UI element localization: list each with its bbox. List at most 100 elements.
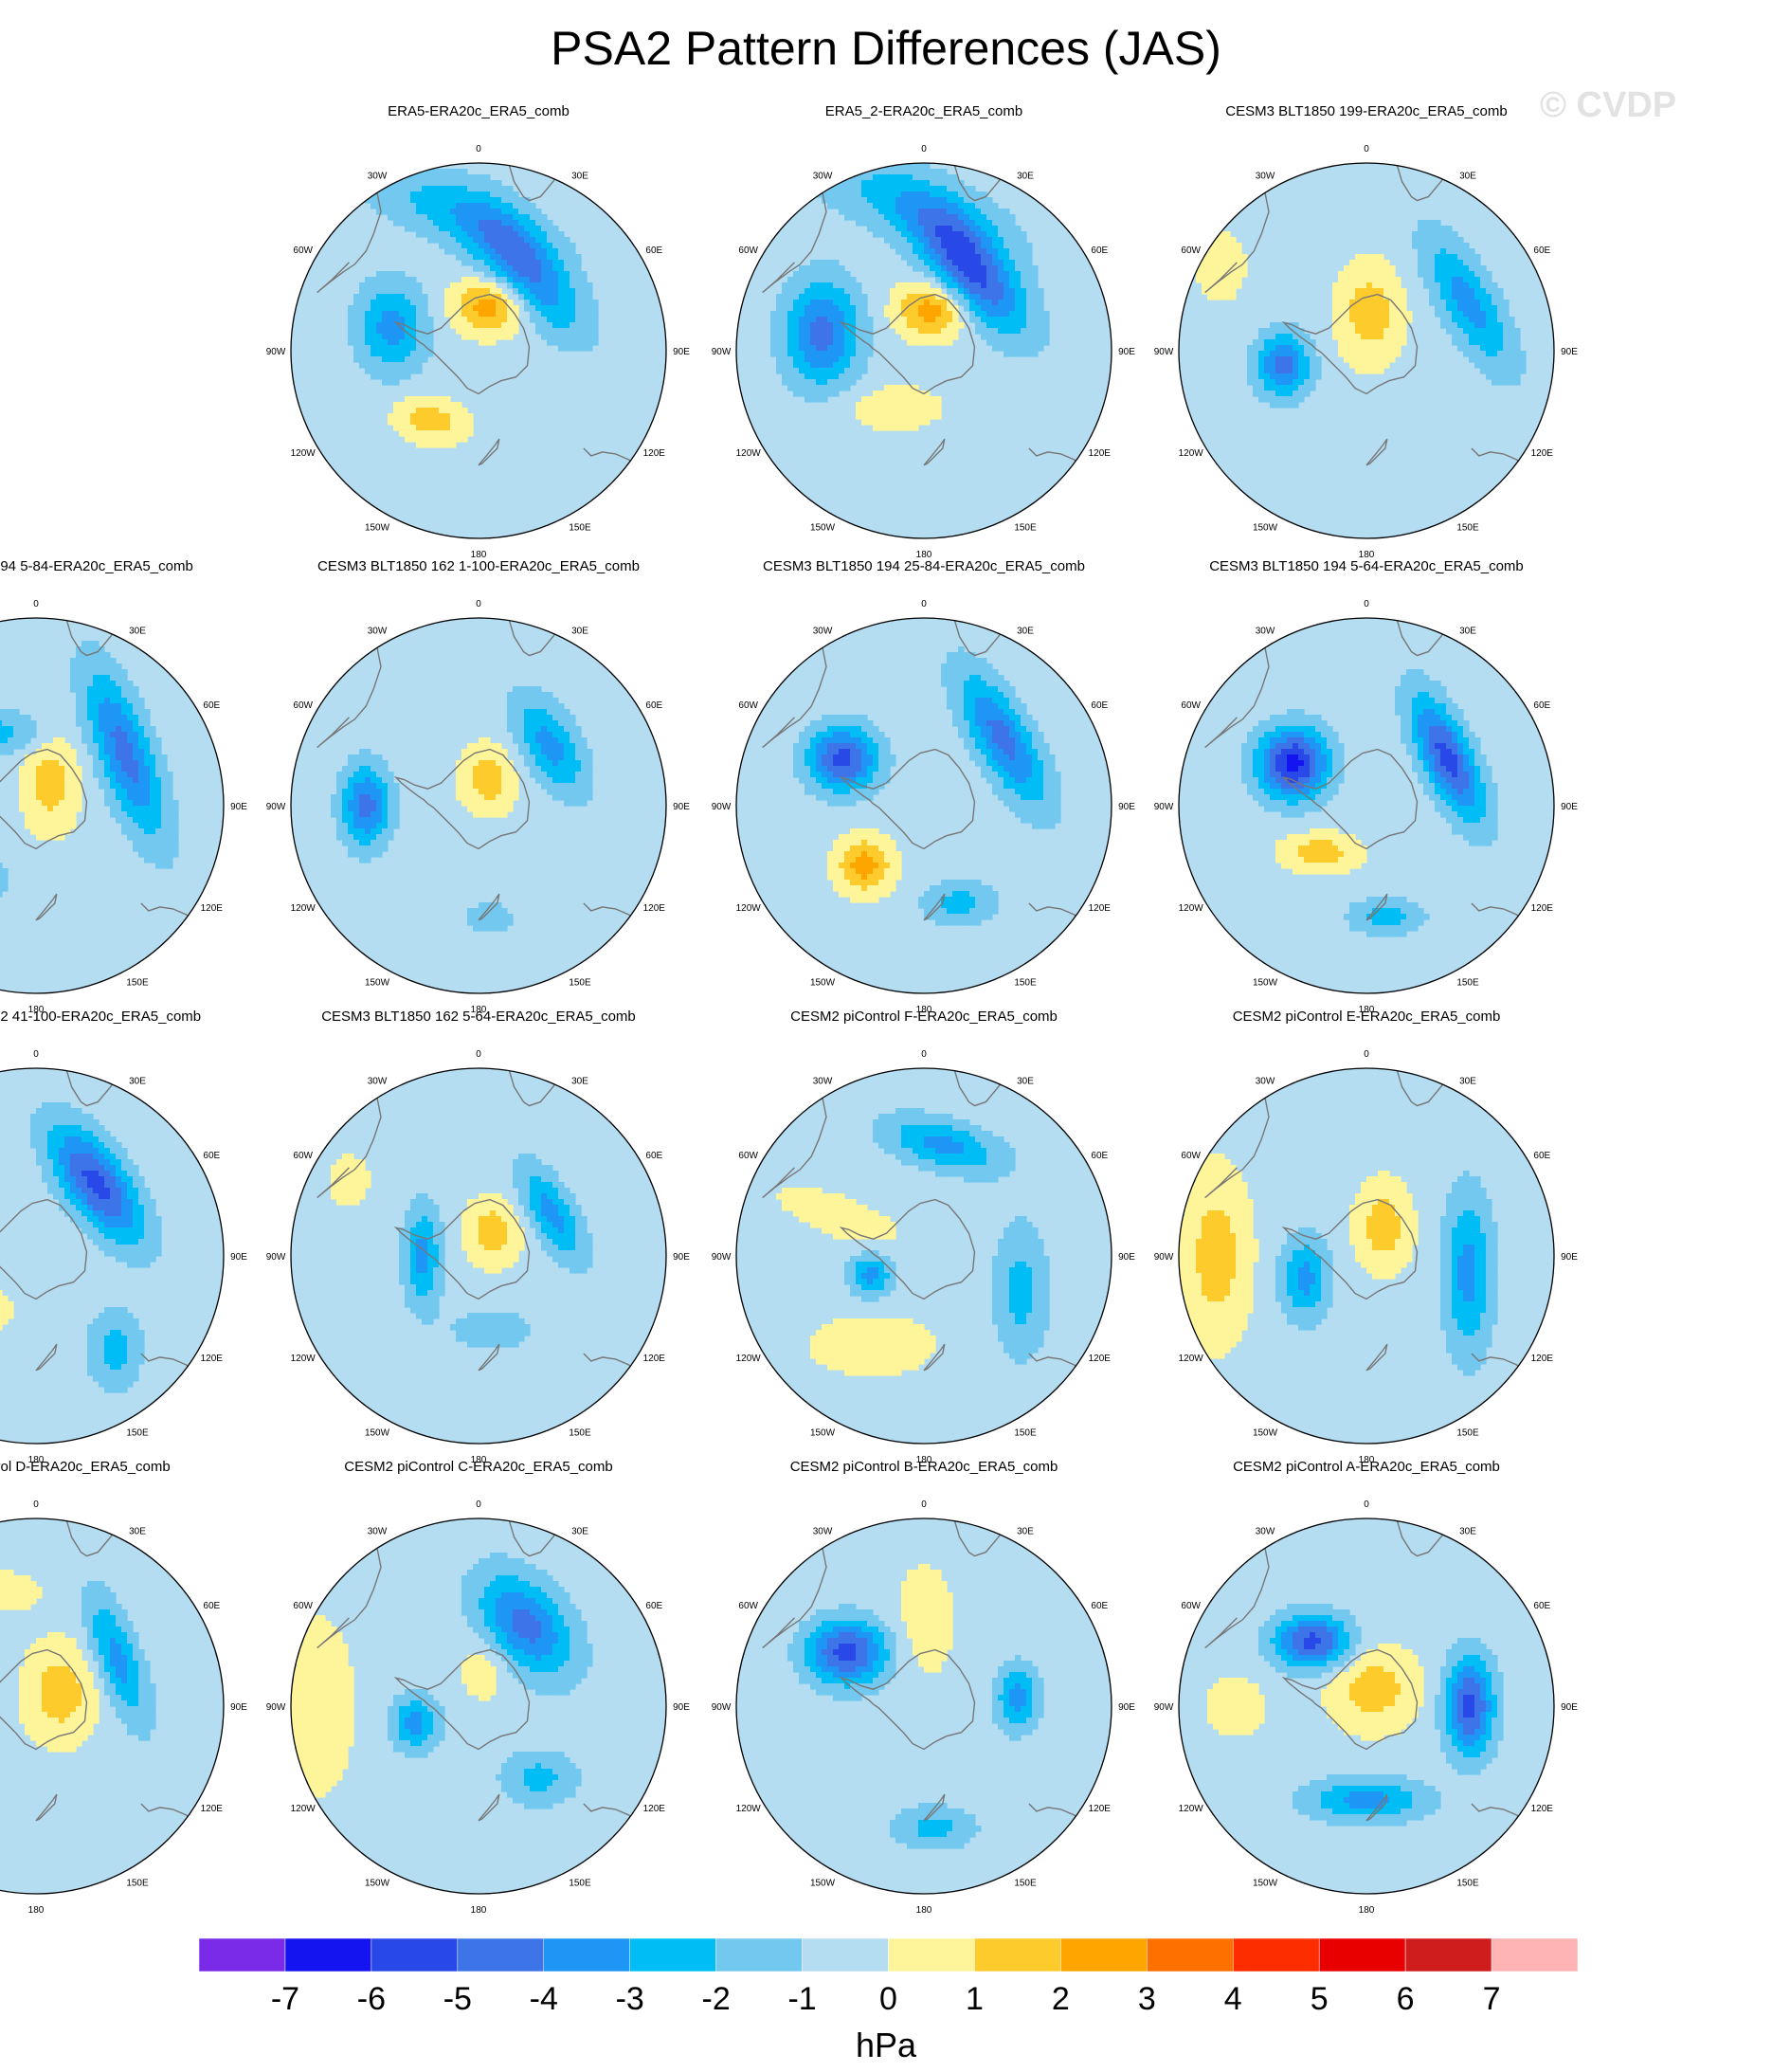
longitude-label: 90E <box>1118 802 1135 812</box>
longitude-label: 90E <box>1118 1252 1135 1263</box>
longitude-label: 120E <box>1089 448 1112 459</box>
longitude-label: 30W <box>813 1077 833 1087</box>
longitude-label: 120E <box>1089 1354 1112 1364</box>
longitude-label: 150E <box>1456 522 1479 533</box>
contour-field <box>1179 1518 1554 1894</box>
contour-field <box>736 618 1112 993</box>
longitude-label: 120W <box>291 1354 316 1364</box>
longitude-label: 150E <box>569 977 591 988</box>
longitude-label: 120W <box>1179 448 1204 459</box>
longitude-label: 180 <box>1359 1455 1375 1465</box>
longitude-label: 90W <box>266 1252 286 1263</box>
longitude-label: 180 <box>471 1455 487 1465</box>
map-boundary <box>1178 1518 1555 1895</box>
longitude-label: 120W <box>291 1804 316 1814</box>
longitude-label: 150W <box>810 1878 836 1888</box>
longitude-label: 30W <box>1256 172 1275 182</box>
polar-map-panel: CESM3 BLT1850 199-ERA20c_ERA5_comb 0 30E 60… <box>1154 103 1579 560</box>
longitude-label: 60E <box>203 1151 220 1161</box>
longitude-label: 30W <box>368 1077 388 1087</box>
longitude-label: 150E <box>1456 977 1479 988</box>
contour-field <box>0 618 224 993</box>
longitude-label: 150E <box>1456 1878 1479 1888</box>
coastlines <box>1204 1518 1532 1834</box>
longitude-label: 0 <box>921 144 927 154</box>
longitude-label: 180 <box>916 1005 932 1015</box>
longitude-label: 120E <box>201 1804 224 1814</box>
longitude-label: 180 <box>28 1005 45 1015</box>
longitude-label: 90E <box>1561 1252 1578 1263</box>
panel-title: CESM2 piControl C-ERA20c_ERA5_comb <box>344 1459 612 1475</box>
colorbar-swatch <box>629 1937 716 1972</box>
polar-map-panel: CESM2 piControl E-ERA20c_ERA5_comb 0 30E 60… <box>1154 1009 1579 1465</box>
longitude-label: 60W <box>293 245 313 256</box>
map-boundary <box>735 1518 1112 1895</box>
longitude-label: 120E <box>643 448 666 459</box>
contour-field <box>736 1068 1112 1444</box>
longitude-label: 90W <box>712 347 732 357</box>
longitude-label: 180 <box>28 1455 45 1465</box>
map-boundary <box>0 617 225 994</box>
longitude-label: 120W <box>1179 1804 1204 1814</box>
contour-field <box>0 1518 224 1894</box>
longitude-label: 150E <box>569 522 591 533</box>
colorbar-swatch <box>1060 1937 1148 1972</box>
longitude-label: 30W <box>1256 1077 1275 1087</box>
longitude-label: 120E <box>1531 1804 1554 1814</box>
longitude-label: 90E <box>230 1702 247 1713</box>
longitude-label: 30W <box>368 627 388 637</box>
colorbar-tick-label: 5 <box>1311 1981 1329 2017</box>
longitude-label: 150E <box>126 1878 149 1888</box>
longitude-label: 60E <box>203 1601 220 1611</box>
panel-title: CESM3 BLT1850 162 1-100-ERA20c_ERA5_comb <box>317 558 640 574</box>
longitude-label: 180 <box>471 1905 487 1916</box>
coastlines <box>762 1518 1090 1834</box>
longitude-label: 0 <box>33 1049 39 1060</box>
contour-field <box>291 163 666 538</box>
map-boundary <box>290 1518 667 1895</box>
longitude-label: 90W <box>266 1702 286 1713</box>
panel-title: CESM2 piControl F-ERA20c_ERA5_comb <box>790 1009 1058 1025</box>
colorbar-tick-label: 0 <box>879 1981 897 2017</box>
longitude-label: 60E <box>1533 1601 1550 1611</box>
longitude-label: 150W <box>810 522 836 533</box>
longitude-label: 0 <box>921 599 927 609</box>
panel-title: CESM3 BLT1850 194 5-84-ERA20c_ERA5_comb <box>0 558 193 574</box>
longitude-label: 180 <box>471 1005 487 1015</box>
longitude-label: 60E <box>645 1601 662 1611</box>
longitude-label: 0 <box>476 599 481 609</box>
contour-field <box>0 1068 224 1444</box>
polar-map-panel: ERA5-ERA20c_ERA5_comb 0 30E 60E 90E 120E 150E 1… <box>266 103 691 560</box>
longitude-label: 30E <box>571 1077 588 1087</box>
coastlines <box>762 1068 1090 1384</box>
polar-map-panel: ERA5_2-ERA20c_ERA5_comb 0 30E 60E 90E 120E 150… <box>712 103 1136 560</box>
longitude-label: 30W <box>1256 1527 1275 1537</box>
contour-field <box>291 1518 666 1894</box>
colorbar-unit-label: hPa <box>856 2026 917 2064</box>
longitude-label: 150E <box>1014 1427 1037 1438</box>
longitude-label: 120E <box>201 903 224 914</box>
longitude-label: 90W <box>712 1252 732 1263</box>
longitude-label: 60W <box>738 1151 758 1161</box>
longitude-label: 150E <box>569 1878 591 1888</box>
map-boundary <box>1178 162 1555 539</box>
colorbar-swatch <box>371 1937 459 1972</box>
colorbar-tick-label: -1 <box>787 1981 816 2017</box>
longitude-label: 0 <box>476 1499 481 1510</box>
longitude-label: 60W <box>293 1151 313 1161</box>
longitude-label: 0 <box>476 1049 481 1060</box>
colorbar-tick-label: -3 <box>616 1981 644 2017</box>
longitude-label: 150E <box>126 1427 149 1438</box>
colorbar-swatch <box>888 1937 975 1972</box>
longitude-label: 120E <box>1531 903 1554 914</box>
longitude-label: 0 <box>476 144 481 154</box>
map-boundary <box>735 617 1112 994</box>
longitude-label: 60E <box>1091 700 1108 711</box>
longitude-label: 0 <box>1364 599 1369 609</box>
longitude-label: 150W <box>1253 1878 1278 1888</box>
coastlines <box>1204 1068 1532 1384</box>
longitude-label: 30W <box>813 172 833 182</box>
longitude-label: 90E <box>673 802 690 812</box>
longitude-label: 90E <box>1118 347 1135 357</box>
longitude-label: 30W <box>1256 627 1275 637</box>
